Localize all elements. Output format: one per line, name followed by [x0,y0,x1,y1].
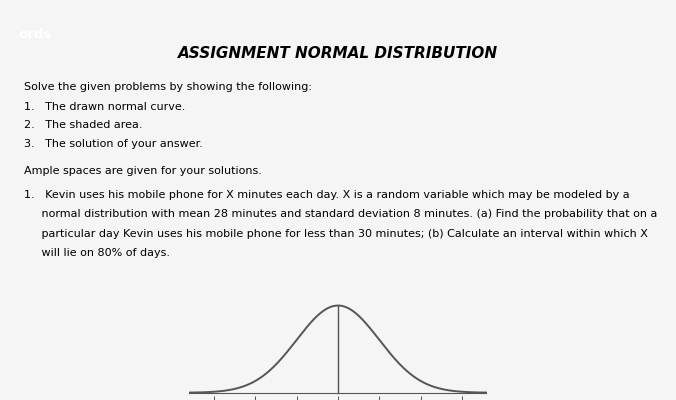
Text: ords: ords [19,28,52,42]
Text: 1.   Kevin uses his mobile phone for X minutes each day. X is a random variable : 1. Kevin uses his mobile phone for X min… [24,190,629,200]
Text: 1.   The drawn normal curve.: 1. The drawn normal curve. [24,102,185,112]
Text: 3.   The solution of your answer.: 3. The solution of your answer. [24,139,203,149]
Text: 2.   The shaded area.: 2. The shaded area. [24,120,142,130]
Text: normal distribution with mean 28 minutes and standard deviation 8 minutes. (a) F: normal distribution with mean 28 minutes… [24,209,657,219]
Text: Solve the given problems by showing the following:: Solve the given problems by showing the … [24,82,312,92]
Text: ASSIGNMENT NORMAL DISTRIBUTION: ASSIGNMENT NORMAL DISTRIBUTION [178,46,498,61]
Text: particular day Kevin uses his mobile phone for less than 30 minutes; (b) Calcula: particular day Kevin uses his mobile pho… [24,228,648,238]
Text: will lie on 80% of days.: will lie on 80% of days. [24,248,170,258]
Text: Ample spaces are given for your solutions.: Ample spaces are given for your solution… [24,166,262,176]
